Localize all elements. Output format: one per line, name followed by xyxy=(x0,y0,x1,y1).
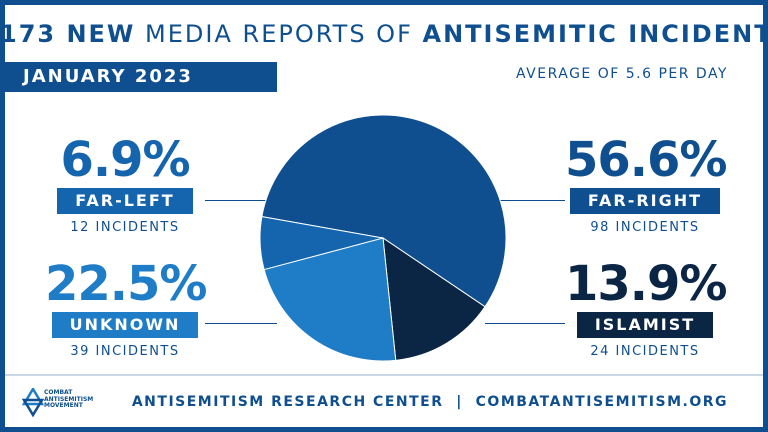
page-title: 173 NEW MEDIA REPORTS OF ANTISEMITIC INC… xyxy=(0,20,768,48)
pie-slice-far-left xyxy=(259,216,384,271)
stat-far-right: 56.6% FAR-RIGHT 98 INCIDENTS xyxy=(565,132,728,235)
pie-slice-islamist xyxy=(382,236,486,361)
footer-separator: | xyxy=(456,394,463,410)
far-left-label: FAR-LEFT xyxy=(57,188,193,214)
leader-line-far-right xyxy=(485,200,565,201)
far-right-incidents: 98 INCIDENTS xyxy=(590,220,700,235)
title-middle: MEDIA REPORTS OF xyxy=(145,20,413,48)
leader-line-far-left xyxy=(205,200,277,201)
logo-wordmark: COMBAT ANTISEMITISM MOVEMENT xyxy=(44,389,94,409)
unknown-percent: 22.5% xyxy=(45,256,208,312)
website-link[interactable]: COMBATANTISEMITISM.ORG xyxy=(475,394,728,410)
pie-slice-far-right xyxy=(261,114,507,308)
far-left-incidents: 12 INCIDENTS xyxy=(70,220,180,235)
unknown-incidents: 39 INCIDENTS xyxy=(70,344,180,359)
research-center-name: ANTISEMITISM RESEARCH CENTER xyxy=(131,394,444,410)
stat-unknown: 22.5% UNKNOWN 39 INCIDENTS xyxy=(45,256,208,359)
far-left-percent: 6.9% xyxy=(60,132,190,188)
far-right-percent: 56.6% xyxy=(565,132,728,188)
footer-divider xyxy=(5,374,763,376)
stat-far-left: 6.9% FAR-LEFT 12 INCIDENTS xyxy=(45,134,205,235)
leader-line-unknown xyxy=(205,323,277,324)
title-subject: ANTISEMITIC INCIDENTS xyxy=(422,20,768,48)
daily-average: AVERAGE OF 5.6 PER DAY xyxy=(515,66,728,82)
unknown-label: UNKNOWN xyxy=(51,312,199,338)
islamist-incidents: 24 INCIDENTS xyxy=(590,344,700,359)
combat-antisemitism-star-icon xyxy=(22,388,44,418)
stat-islamist: 13.9% ISLAMIST 24 INCIDENTS xyxy=(565,256,728,359)
islamist-label: ISLAMIST xyxy=(576,312,714,338)
pie-slice-unknown xyxy=(263,237,397,362)
title-count: 173 NEW xyxy=(0,20,136,48)
islamist-percent: 13.9% xyxy=(565,256,728,312)
footer-credits: ANTISEMITISM RESEARCH CENTER | COMBATANT… xyxy=(0,394,728,410)
month-banner: JANUARY 2023 xyxy=(5,62,277,92)
far-right-label: FAR-RIGHT xyxy=(569,188,721,214)
leader-line-islamist xyxy=(485,323,565,324)
